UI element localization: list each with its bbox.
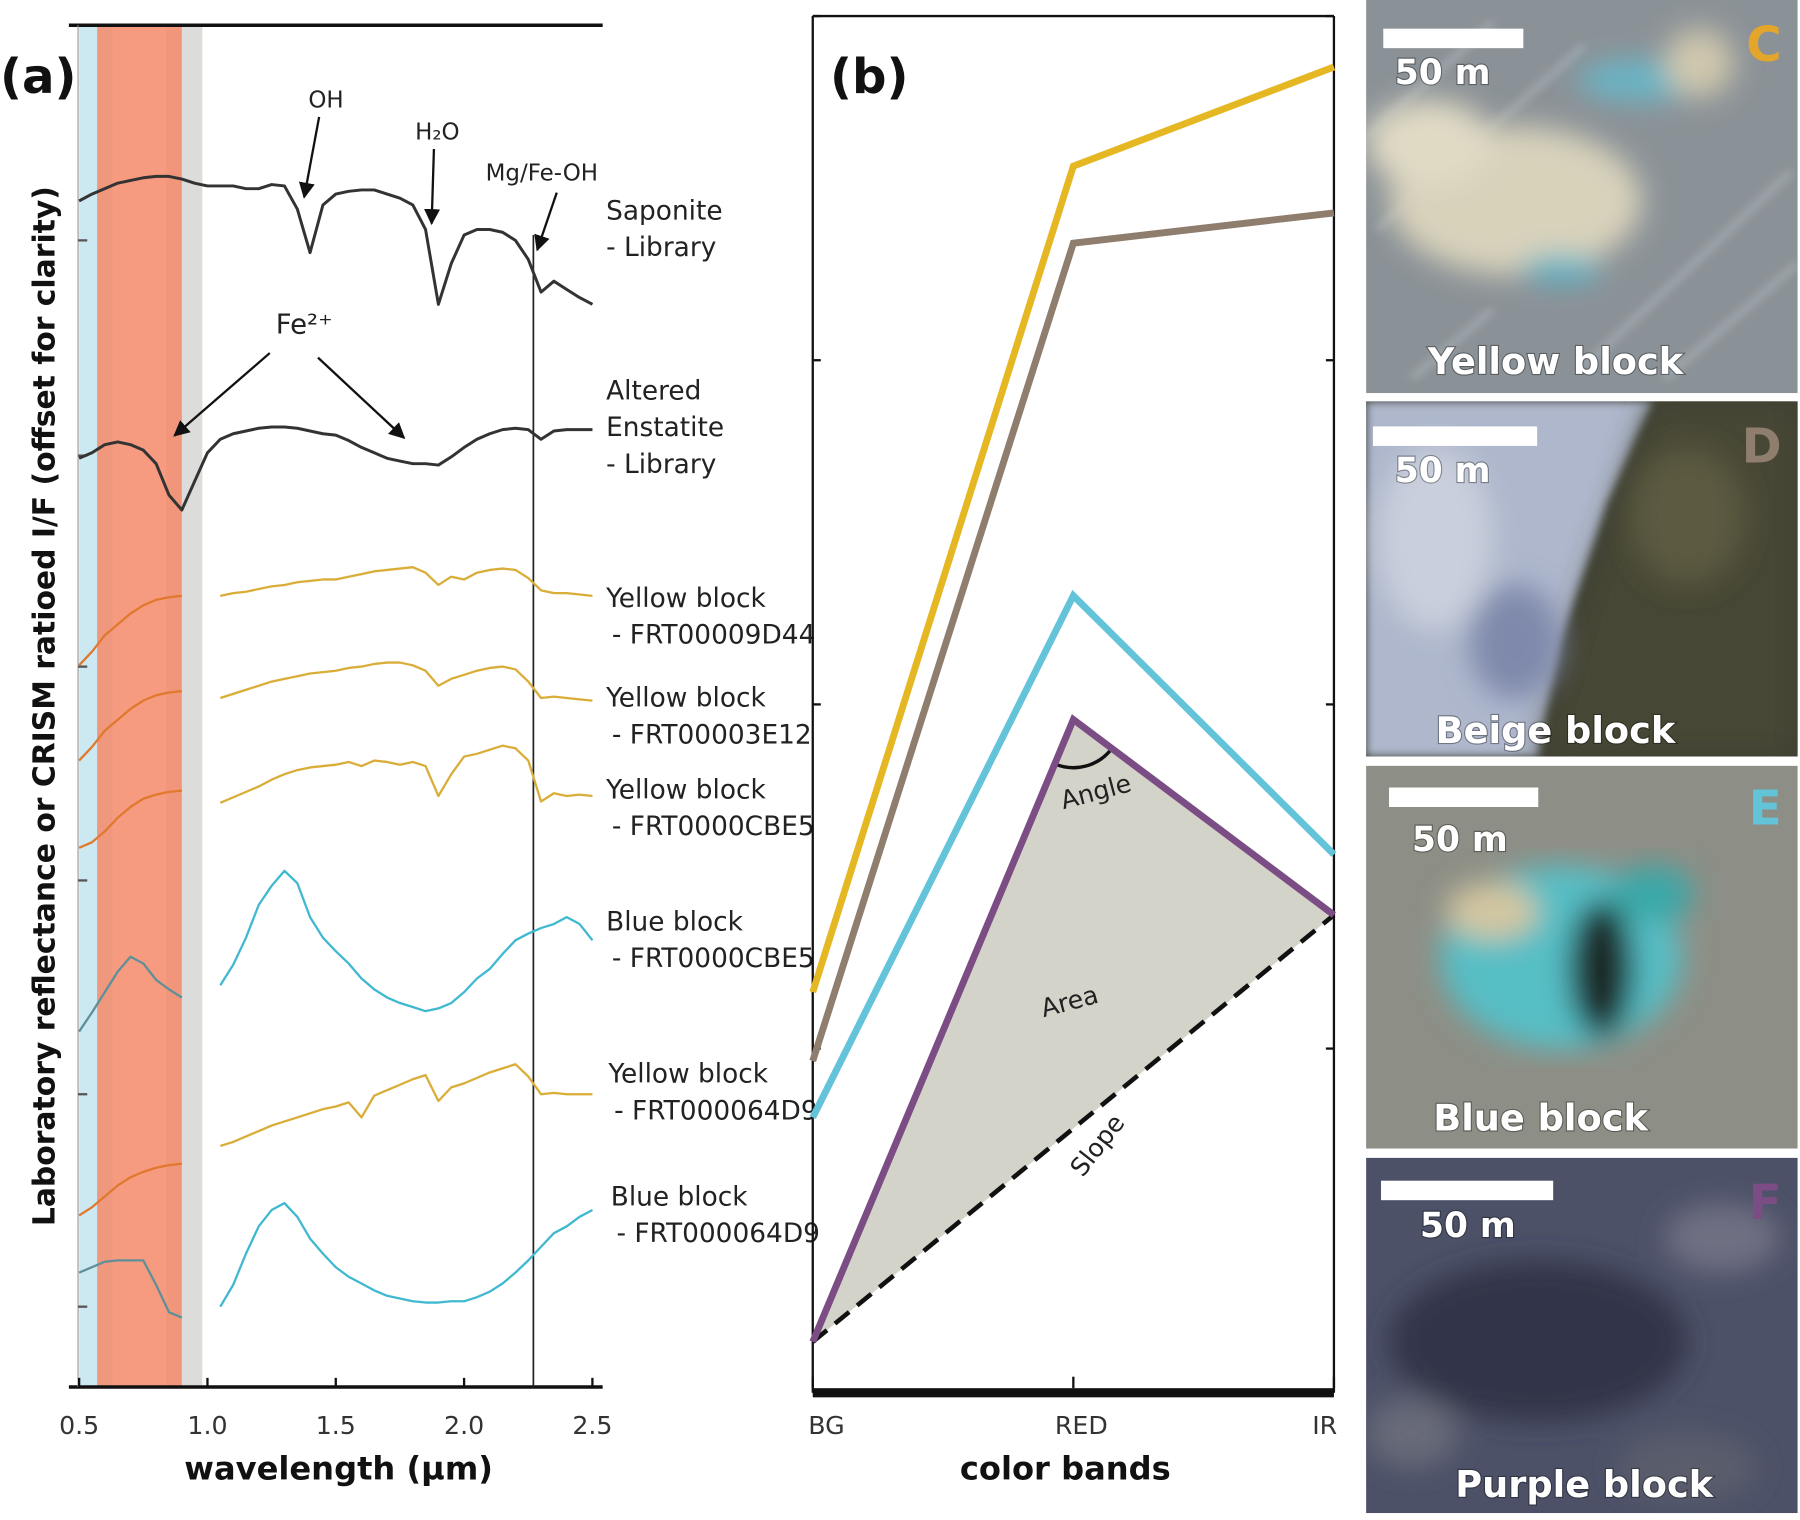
- image-blobs: [1366, 1203, 1780, 1502]
- spectrum-line: [78, 869, 594, 1033]
- panel-label: (b): [830, 49, 909, 105]
- series-label: Yellow block: [605, 775, 766, 805]
- image-blobs: [1440, 865, 1694, 1049]
- scale-bar: [1389, 787, 1539, 807]
- series-label: - Library: [606, 233, 716, 263]
- annotation: OH: [308, 87, 343, 113]
- scale-bar: [1380, 1180, 1554, 1201]
- x-tick-label: 0.5: [59, 1411, 99, 1440]
- series-label: - FRT00003E12: [612, 720, 812, 750]
- scale-label: 50 m: [1412, 820, 1508, 860]
- plot-layer: 0.5 1.0 1.5 2.0 2.5 Saponite - Library Altered E…: [0, 14, 1337, 1488]
- spectrum-line: [78, 425, 593, 512]
- x-tick-label: 2.0: [444, 1411, 484, 1440]
- series-label: Blue block: [606, 907, 744, 937]
- annotation-arrow: [424, 148, 441, 226]
- band-line: [809, 589, 1337, 1119]
- x-tick-label: RED: [1055, 1411, 1108, 1440]
- image-labels: 50 m 50 m 50 m 50 m Yellow block Beige b…: [1372, 17, 1782, 1507]
- angle-arc: [1054, 747, 1114, 770]
- series-label: Enstatite: [606, 413, 724, 443]
- scale-label: 50 m: [1420, 1206, 1516, 1246]
- annotation-arrow: [534, 192, 558, 252]
- image-blobs: [1366, 28, 1734, 284]
- annotation-arrow: [173, 352, 271, 437]
- x-tick-label: 1.5: [316, 1411, 356, 1440]
- annotation: H₂O: [415, 119, 460, 145]
- x-tick-label: 2.5: [572, 1411, 612, 1440]
- image-caption: Beige block: [1436, 709, 1677, 752]
- x-axis: [812, 1388, 1334, 1398]
- image-blue-block: [1366, 765, 1798, 1149]
- background-layer: [79, 25, 203, 1388]
- scale-bar: [1383, 28, 1524, 49]
- image-blobs: [1377, 447, 1745, 700]
- spectrum-line: [78, 1063, 593, 1217]
- spectrum-line: [78, 1202, 593, 1319]
- slope-line: [811, 913, 1336, 1344]
- image-caption: Yellow block: [1427, 340, 1685, 383]
- series-label: - FRT000064D9: [616, 1219, 820, 1249]
- x-axis-title: color bands: [960, 1450, 1171, 1488]
- x-tick-label: IR: [1312, 1411, 1337, 1440]
- image-caption: Blue block: [1433, 1096, 1649, 1139]
- series-label: Saponite: [606, 197, 722, 227]
- series-label: Yellow block: [605, 584, 766, 614]
- series-label: Blue block: [611, 1182, 749, 1212]
- image-purple-block: [1366, 1157, 1798, 1514]
- annotation-arrow: [317, 356, 406, 439]
- series-label: - Library: [606, 450, 716, 480]
- panel-letter: F: [1749, 1175, 1782, 1231]
- series-label: Yellow block: [605, 684, 766, 714]
- x-tick-label: BG: [808, 1411, 844, 1440]
- series-label: - FRT0000CBE5: [612, 944, 815, 974]
- spectrum-line: [78, 174, 594, 306]
- image-caption: Purple block: [1455, 1463, 1715, 1506]
- spectrum-line: [78, 661, 593, 762]
- band-line: [809, 714, 1336, 1344]
- spectrum-line: [78, 744, 593, 849]
- x-tick-label: 1.0: [187, 1411, 227, 1440]
- y-axis-title: Laboratory reflectance or CRISM ratioed …: [27, 186, 62, 1226]
- spectrum-line: [78, 566, 593, 667]
- band-line: [809, 209, 1335, 1063]
- scale-label: 50 m: [1395, 53, 1491, 93]
- scale-label: 50 m: [1395, 451, 1491, 491]
- annotation: Fe²⁺: [276, 309, 333, 341]
- panel-label: (a): [0, 49, 77, 105]
- band-line: [809, 63, 1336, 994]
- wavelength-band: [97, 25, 182, 1388]
- panel-letter: E: [1749, 781, 1782, 837]
- annotation-arrow: [298, 116, 321, 199]
- x-axis-title: wavelength (µm): [184, 1450, 493, 1488]
- panel-letter: C: [1746, 17, 1781, 73]
- image-beige-block: [1366, 401, 1798, 757]
- area-triangle: [812, 719, 1334, 1342]
- scale-bar: [1372, 426, 1538, 446]
- series-label: Altered: [606, 377, 701, 407]
- series-label: - FRT000064D9: [614, 1096, 818, 1126]
- series-label: - FRT0000CBE5: [612, 812, 815, 842]
- series-label: Yellow block: [607, 1060, 768, 1090]
- annotation: Mg/Fe-OH: [486, 161, 598, 187]
- panel-letter: D: [1742, 418, 1782, 474]
- series-label: - FRT00009D44: [612, 621, 816, 651]
